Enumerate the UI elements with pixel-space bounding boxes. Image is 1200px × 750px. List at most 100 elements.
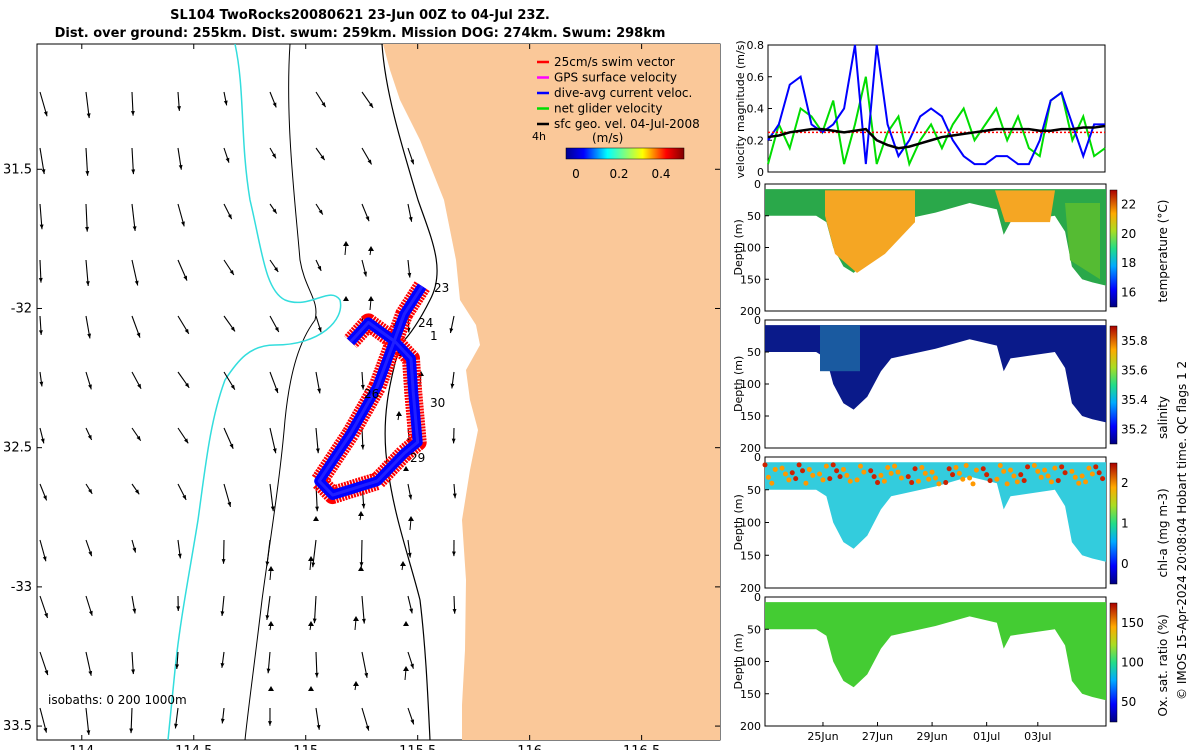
section-chl-dot — [946, 466, 952, 472]
section-colorbar-tick: 35.8 — [1121, 334, 1148, 348]
vector-arrow-head — [271, 153, 276, 159]
map-colorbar — [565, 147, 685, 160]
vector-arrow-head — [134, 489, 140, 495]
vector-arrow-head — [368, 246, 374, 251]
vector-arrow-head — [407, 272, 412, 278]
section-chl-dot — [973, 467, 979, 473]
vector-arrow-head — [85, 226, 89, 232]
colorbar-tick-0: 0 — [572, 167, 580, 181]
isobath-1000m — [167, 44, 342, 740]
vector-arrow-head — [308, 621, 314, 626]
section-colorbar-tick: 35.6 — [1121, 363, 1148, 377]
vector-arrow-head — [220, 718, 225, 724]
section-ytick-label: 150 — [740, 688, 761, 701]
vector-arrow-head — [220, 663, 225, 668]
day-label-26: 26 — [364, 387, 379, 401]
vector-arrow-head — [85, 171, 90, 176]
vector-arrow-head — [367, 159, 372, 165]
section-chl-dot — [881, 478, 887, 484]
section-colorbar-label: temperature (°C) — [1156, 200, 1170, 303]
section-chl-dot — [960, 476, 966, 482]
section-chl-dot — [806, 466, 812, 472]
vector-arrow-head — [177, 553, 182, 559]
vector-arrow-head — [130, 110, 135, 116]
vector-arrow-head — [403, 666, 409, 671]
section-chl-dot — [1025, 464, 1031, 470]
section-chl-dot — [994, 476, 1000, 482]
section-chl-dot — [847, 478, 853, 484]
vector-arrow-head — [313, 516, 319, 521]
vector-arrow-head — [230, 384, 235, 390]
vector-arrow-head — [321, 102, 326, 108]
day-label-29: 29 — [410, 451, 425, 465]
section-chl-dot — [1004, 481, 1010, 487]
velocity-ylabel: velocity magnitude (m/s) — [734, 40, 747, 178]
vector-arrow-head — [229, 269, 234, 275]
vector-arrow-head — [317, 388, 321, 394]
section-chl-dot — [1018, 472, 1024, 478]
section-chl-dot — [840, 466, 846, 472]
section-chl-dot — [779, 465, 785, 471]
section-chl-dot — [1083, 479, 1089, 485]
section-chl-dot — [857, 463, 863, 469]
section-chl-dot — [933, 475, 938, 481]
vector-arrow-head — [227, 501, 232, 507]
vector-arrow-head — [368, 102, 374, 108]
section-chl-dot — [912, 466, 918, 472]
vector-arrow-head — [43, 111, 48, 117]
map-ytick-label: 31.5 — [3, 162, 32, 177]
section-colorbar — [1109, 462, 1118, 585]
vector-arrow-head — [181, 221, 185, 227]
vector-arrow-head — [229, 443, 234, 449]
section-chl-dot — [1096, 470, 1102, 476]
vector-arrow-head — [408, 216, 413, 222]
vector-arrow-head — [451, 551, 456, 557]
vector-arrow-shaft — [361, 595, 365, 624]
vector-arrow-head — [39, 381, 44, 387]
map-xtick-label: 116 — [517, 744, 542, 750]
map-xtick-label: 115 — [293, 744, 318, 750]
section-ytick-label: 100 — [740, 656, 761, 669]
section-chl-dot — [895, 469, 901, 475]
section-chl-dot — [830, 462, 836, 468]
section-colorbar-tick: 35.4 — [1121, 393, 1148, 407]
vector-arrow-head — [87, 333, 92, 339]
legend-label: net glider velocity — [554, 102, 662, 116]
section-chl-dot — [987, 478, 993, 484]
section-panel: 0 50 100 150 200 Depth (m) 0 1 2 chl-a (mg m-3) — [732, 451, 1170, 595]
section-chl-dot — [793, 476, 799, 482]
section-colorbar-tick: 1 — [1121, 517, 1129, 531]
vector-arrow-head — [311, 562, 316, 568]
section-chl-dot — [984, 472, 990, 478]
vector-arrow-head — [266, 668, 271, 674]
vector-arrow-head — [407, 552, 412, 558]
section-chl-dot — [1055, 478, 1061, 484]
section-chl-dot — [1048, 479, 1054, 485]
vector-arrow-head — [449, 328, 454, 334]
vector-arrow-head — [364, 672, 369, 678]
section-chl-dot — [878, 472, 884, 478]
section-chl-dot — [772, 466, 778, 472]
map-ytick-label: 32.5 — [3, 441, 32, 456]
colorbar-tick-1: 0.2 — [609, 167, 628, 181]
section-chl-dot — [950, 472, 956, 478]
section-chl-dot — [854, 477, 860, 483]
map-xtick-label: 114 — [69, 744, 94, 750]
vector-arrow-head — [308, 686, 314, 691]
section-chl-dot — [1062, 470, 1068, 476]
section-colorbar-tick: 22 — [1121, 198, 1136, 212]
section-chl-dot — [1021, 478, 1027, 484]
vector-arrow-head — [343, 241, 349, 246]
section-ytick-label: 150 — [740, 410, 761, 423]
section-ytick-label: 0 — [754, 178, 761, 191]
vector-arrow-head — [360, 444, 365, 450]
vector-arrow-head — [353, 681, 359, 686]
section-chl-dot — [953, 464, 959, 470]
section-chl-dot — [1072, 474, 1078, 480]
vector-arrow-head — [274, 267, 279, 272]
map-ytick-label: -33 — [11, 580, 32, 595]
section-ytick-label: 200 — [740, 720, 761, 733]
vector-arrow-head — [408, 516, 414, 521]
section-colorbar-tick: 100 — [1121, 656, 1144, 670]
